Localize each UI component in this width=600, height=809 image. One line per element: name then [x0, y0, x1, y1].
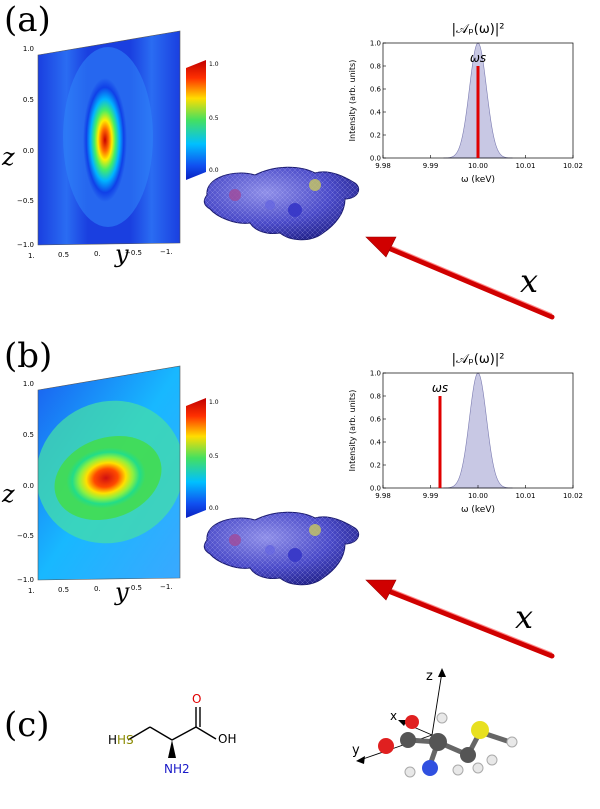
- heatmap-a-ytick: 1.: [28, 252, 35, 260]
- heatmap-a: 1.0 0.5 0.0 −0.5 −1.0 1. 0.5 0. −0.5 −1.: [17, 30, 181, 260]
- heatmap-b-ztick: 0.0: [23, 482, 34, 490]
- heatmap-a-ztick: 0.0: [23, 147, 34, 155]
- x-axis-label: ω (keV): [461, 175, 495, 185]
- heatmap-b-ytick: −1.: [160, 583, 173, 591]
- x-tick-label: 9.98: [375, 492, 391, 500]
- xray-beam-arrow-b: [365, 579, 555, 659]
- atom-nh2: NH2: [164, 762, 190, 776]
- colorbar-a-tick: 0.0: [209, 167, 219, 174]
- omega-s-label: ωs: [470, 51, 486, 65]
- colorbar-a-gradient: [186, 60, 206, 180]
- y-tick-label: 0.8: [370, 63, 381, 71]
- atom-sh: HHS: [108, 733, 134, 747]
- heatmap-a-z-label: z: [2, 143, 15, 171]
- heatmap-a-hotspot: [83, 78, 127, 202]
- colorbar-a-tick: 1.0: [209, 61, 219, 68]
- heatmap-b-ytick: 0.: [94, 585, 101, 593]
- omega-s-label: ωs: [432, 381, 448, 395]
- y-tick-label: 0.0: [370, 485, 381, 493]
- heatmap-b-ytick: 1.: [28, 587, 35, 595]
- heatmap-a-ztick: −0.5: [17, 197, 34, 205]
- axis-label-x: x: [390, 709, 397, 723]
- chart-title: |𝒜ₚ(ω)|²: [452, 352, 505, 367]
- y-tick-label: 0.4: [370, 439, 382, 447]
- heatmap-a-ytick: 0.: [94, 250, 101, 258]
- colorbar-b-tick: 0.5: [209, 453, 219, 460]
- heatmap-b-ztick: 0.5: [23, 431, 34, 439]
- panel-label-b: (b): [4, 336, 53, 376]
- heatmap-a-ztick: 1.0: [23, 45, 34, 53]
- xray-beam-arrow-a: [365, 236, 555, 320]
- x-tick-label: 10.02: [563, 492, 583, 500]
- y-tick-label: 1.0: [370, 370, 381, 378]
- atom-o: O: [192, 692, 201, 706]
- sulfur-atom: [471, 721, 489, 739]
- y-tick-label: 0.4: [370, 109, 382, 117]
- pulse-spectrum-area: [443, 372, 513, 489]
- x-tick-label: 9.98: [375, 162, 391, 170]
- heatmap-b-z-label: z: [2, 480, 15, 508]
- beam-label-a: x: [520, 262, 539, 300]
- y-tick-label: 0.0: [370, 155, 381, 163]
- heatmap-b-ztick: −0.5: [17, 532, 34, 540]
- heatmap-b-ztick: 1.0: [23, 380, 34, 388]
- x-tick-label: 9.99: [423, 492, 439, 500]
- arrow-head-b: [365, 579, 397, 601]
- arrow-head-a: [365, 236, 397, 258]
- colorbar-a: 1.0 0.5 0.0: [186, 60, 219, 180]
- y-axis-label: Intensity (arb. units): [348, 60, 357, 142]
- heatmap-a-y-label: y: [115, 240, 129, 268]
- colorbar-b: 1.0 0.5 0.0: [186, 398, 219, 518]
- x-tick-label: 10.00: [468, 162, 488, 170]
- heatmap-b-y-label: y: [115, 578, 129, 606]
- y-tick-label: 0.6: [370, 416, 382, 424]
- heatmap-a-ztick: 0.5: [23, 96, 34, 104]
- x-tick-label: 10.02: [563, 162, 583, 170]
- colorbar-b-tick: 1.0: [209, 399, 219, 406]
- x-tick-label: 10.00: [468, 492, 488, 500]
- y-tick-label: 1.0: [370, 40, 381, 48]
- spectrum-chart-a: |𝒜ₚ(ω)|² 9.98 9.99 10.00 10.01 10.02 0.0 0.2 0.4…: [348, 22, 583, 185]
- x-tick-label: 9.99: [423, 162, 439, 170]
- spectrum-chart-b: |𝒜ₚ(ω)|² 9.98 9.99 10.00 10.01 10.02 0.0 0.2 0.4…: [348, 352, 583, 515]
- heatmap-a-ytick: −0.5: [125, 249, 142, 257]
- beam-label-b: x: [515, 598, 534, 636]
- heatmap-a-ytick: 0.5: [58, 251, 69, 259]
- colorbar-b-tick: 0.0: [209, 505, 219, 512]
- axis-label-y: y: [352, 743, 360, 758]
- heatmap-b-ytick: −0.5: [125, 584, 142, 592]
- panel-label-a: (a): [4, 0, 51, 40]
- heatmap-b-hotspot: [66, 447, 146, 509]
- heatmap-b: 1.0 0.5 0.0 −0.5 −1.0 1. 0.5 0. −0.5 −1.: [17, 365, 181, 595]
- panel-label-c: (c): [4, 705, 50, 745]
- colorbar-a-tick: 0.5: [209, 115, 219, 122]
- oxygen-atom: [405, 715, 419, 729]
- cysteine-structure-2d: HHS O OH NH2: [108, 692, 236, 776]
- atom-oh: OH: [218, 732, 236, 746]
- axis-label-z: z: [426, 669, 433, 684]
- x-tick-label: 10.01: [515, 162, 535, 170]
- y-axis-label: Intensity (arb. units): [348, 390, 357, 472]
- y-tick-label: 0.2: [370, 132, 381, 140]
- molecule-surface-b: [203, 511, 360, 586]
- heatmap-b-ztick: −1.0: [17, 576, 34, 584]
- chart-title: |𝒜ₚ(ω)|²: [452, 22, 505, 37]
- heatmap-b-ytick: 0.5: [58, 586, 69, 594]
- y-tick-label: 0.6: [370, 86, 382, 94]
- molecule-surface-a: [203, 166, 360, 241]
- heatmap-a-ztick: −1.0: [17, 241, 34, 249]
- cysteine-model-3d: z x y: [352, 668, 518, 778]
- x-axis-label: ω (keV): [461, 505, 495, 515]
- y-tick-label: 0.2: [370, 462, 381, 470]
- nitrogen-atom: [422, 760, 438, 776]
- heatmap-a-ytick: −1.: [160, 248, 173, 256]
- colorbar-b-gradient: [186, 398, 206, 518]
- oxygen-atom: [378, 738, 394, 754]
- x-tick-label: 10.01: [515, 492, 535, 500]
- y-tick-label: 0.8: [370, 393, 381, 401]
